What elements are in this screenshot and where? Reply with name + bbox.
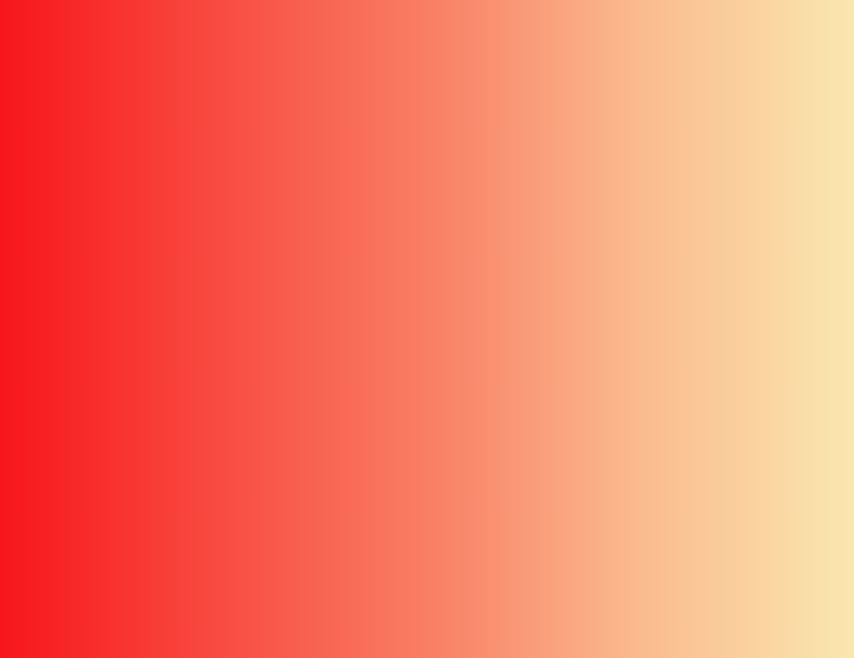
gradient-canvas [0, 0, 854, 658]
gradient-background [0, 0, 854, 658]
